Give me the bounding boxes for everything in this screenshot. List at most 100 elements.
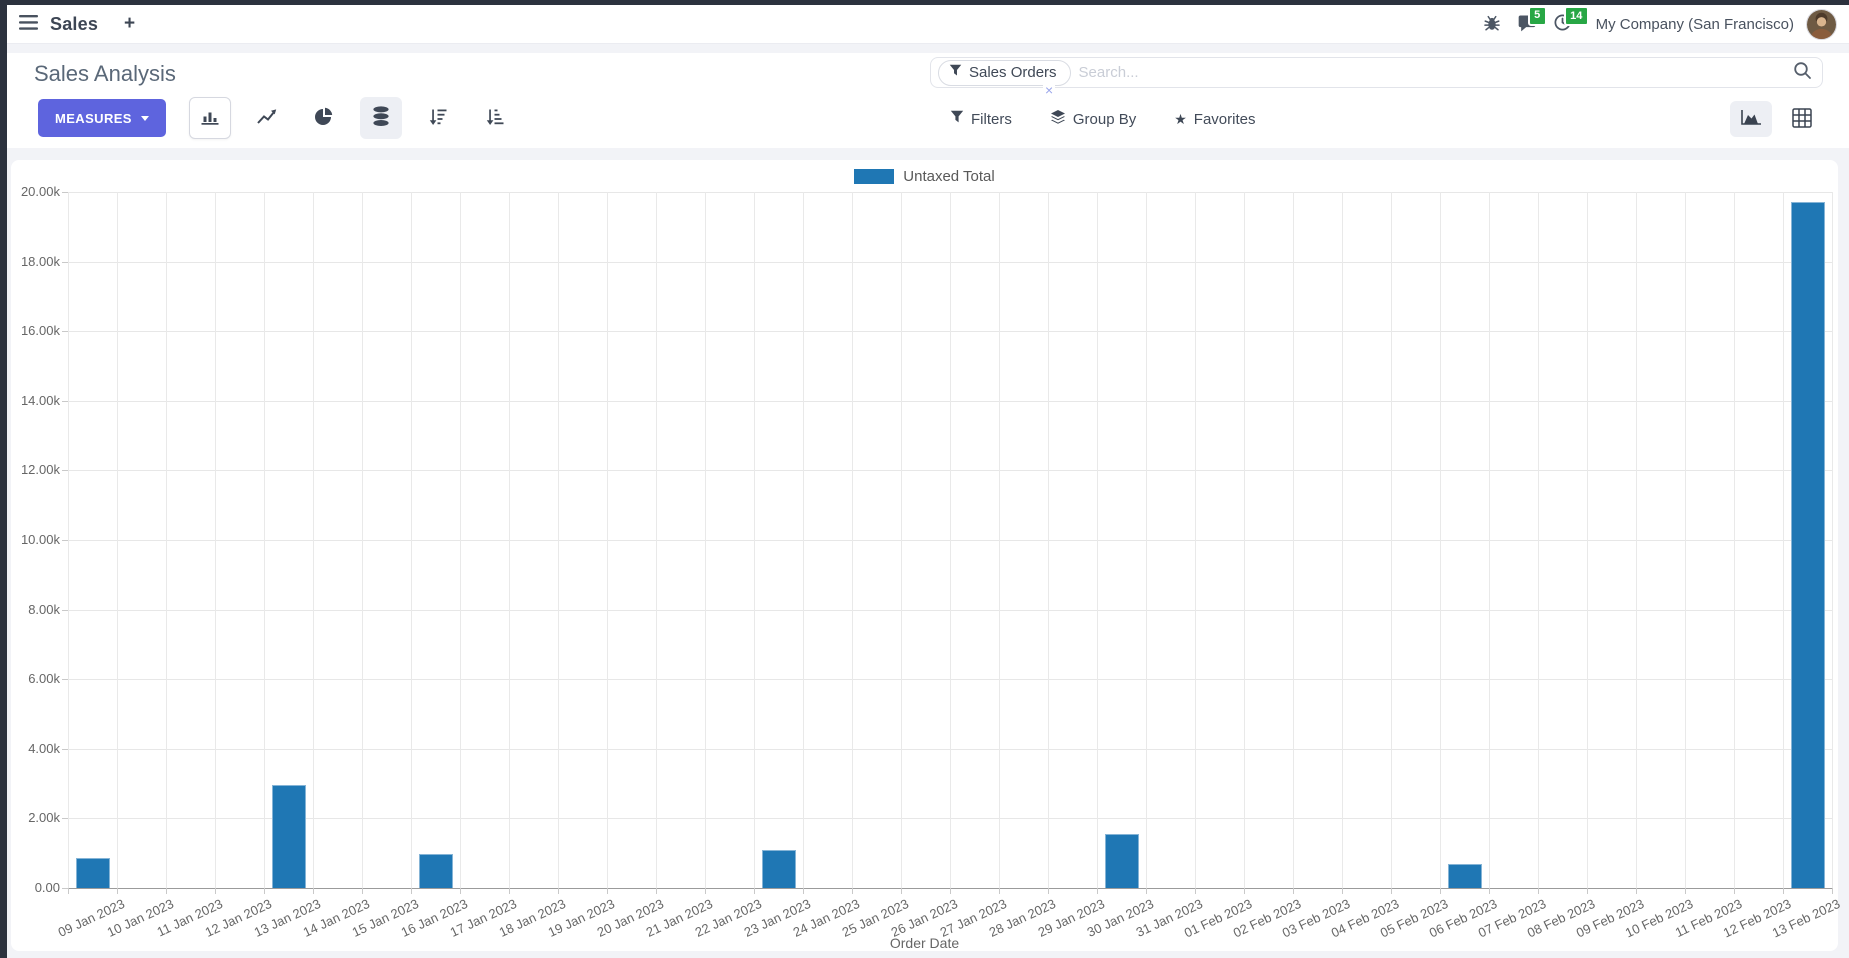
x-tick-mark: [460, 888, 461, 894]
x-tick-mark: [1636, 888, 1637, 894]
top-navbar: Sales + 5 14: [7, 5, 1849, 44]
bar-09-jan-2023[interactable]: [75, 858, 110, 888]
v-gridline: [68, 192, 69, 888]
company-switcher[interactable]: My Company (San Francisco): [1595, 15, 1794, 33]
user-avatar[interactable]: [1806, 8, 1837, 40]
v-gridline: [264, 192, 265, 888]
x-tick-mark: [656, 888, 657, 894]
graph-view-button[interactable]: [1730, 101, 1772, 137]
stacked-toggle-button[interactable]: [359, 97, 402, 139]
bar-16-jan-2023[interactable]: [418, 854, 453, 888]
favorites-button[interactable]: ★ Favorites: [1174, 110, 1255, 129]
y-axis-tick-label: 8.00k: [28, 601, 60, 617]
v-gridline: [313, 192, 314, 888]
v-gridline: [1440, 192, 1441, 888]
y-tick-mark: [62, 818, 68, 820]
x-tick-mark: [950, 888, 951, 894]
messages-button[interactable]: 5: [1517, 5, 1547, 36]
window-frame-left: [0, 0, 7, 958]
x-tick-mark: [1146, 888, 1147, 894]
debug-button[interactable]: [1483, 14, 1501, 35]
sort-ascending-button[interactable]: [474, 97, 516, 139]
v-gridline: [1685, 192, 1686, 888]
x-tick-mark: [264, 888, 265, 894]
v-gridline: [901, 192, 902, 888]
activities-button[interactable]: 14: [1553, 6, 1589, 35]
x-tick-mark: [558, 888, 559, 894]
search-input[interactable]: [1070, 64, 1793, 81]
y-tick-mark: [62, 261, 68, 263]
x-tick-mark: [1293, 888, 1294, 894]
view-toolbar: MEASURES: [38, 97, 516, 139]
area-chart-icon: [1740, 109, 1762, 130]
bar-23-jan-2023[interactable]: [761, 849, 796, 888]
line-chart-icon: [256, 106, 278, 131]
v-gridline: [1195, 192, 1196, 888]
y-tick-mark: [62, 748, 68, 750]
y-axis-tick-label: 12.00k: [20, 462, 60, 478]
v-gridline: [1342, 192, 1343, 888]
x-tick-mark: [362, 888, 363, 894]
group-by-button[interactable]: Group By: [1050, 109, 1136, 129]
y-axis-tick-label: 0.00: [34, 880, 60, 895]
x-tick-mark: [901, 888, 902, 894]
x-tick-mark: [1685, 888, 1686, 894]
x-tick-mark: [1440, 888, 1441, 894]
v-gridline: [1636, 192, 1637, 888]
remove-facet-button[interactable]: ×: [1043, 82, 1056, 98]
y-axis-tick-label: 14.00k: [20, 392, 60, 408]
sort-ascending-icon: [485, 107, 505, 130]
current-app-label[interactable]: Sales: [50, 13, 99, 34]
line-chart-mode-button[interactable]: [246, 97, 288, 139]
x-tick-mark: [1244, 888, 1245, 894]
y-axis-tick-label: 4.00k: [28, 740, 60, 756]
x-tick-mark: [1538, 888, 1539, 894]
v-gridline: [117, 192, 118, 888]
v-gridline: [1489, 192, 1490, 888]
chart-legend[interactable]: Untaxed Total: [11, 168, 1838, 185]
search-facet[interactable]: Sales Orders: [938, 59, 1071, 86]
x-tick-mark: [1097, 888, 1098, 894]
star-icon: ★: [1174, 111, 1187, 127]
v-gridline: [362, 192, 363, 888]
measures-button[interactable]: MEASURES: [38, 99, 166, 137]
bar-chart-icon: [199, 106, 221, 131]
pivot-view-button[interactable]: [1781, 101, 1823, 137]
x-tick-mark: [166, 888, 167, 894]
navbar-right: 5 14 My Company (San Francisco): [1475, 5, 1837, 40]
filters-button[interactable]: Filters: [950, 110, 1012, 129]
favorites-label: Favorites: [1193, 110, 1256, 128]
apps-menu-button[interactable]: [15, 11, 42, 37]
x-tick-mark: [754, 888, 755, 894]
search-bar[interactable]: Sales Orders ×: [930, 57, 1823, 97]
y-tick-mark: [62, 888, 68, 889]
bar-chart-mode-button[interactable]: [188, 97, 231, 139]
v-gridline: [852, 192, 853, 888]
x-tick-mark: [803, 888, 804, 894]
x-tick-mark: [411, 888, 412, 894]
v-gridline: [1146, 192, 1147, 888]
x-tick-mark: [852, 888, 853, 894]
pie-chart-mode-button[interactable]: [303, 97, 345, 139]
bar-13-feb-2023[interactable]: [1790, 202, 1825, 888]
layers-icon: [1050, 109, 1066, 129]
bar-06-feb-2023[interactable]: [1447, 864, 1482, 888]
x-tick-mark: [1734, 888, 1735, 894]
y-axis-tick-label: 6.00k: [28, 671, 60, 687]
view-switcher: [1730, 101, 1823, 137]
x-tick-mark: [1489, 888, 1490, 894]
y-tick-mark: [62, 540, 68, 541]
v-gridline: [1293, 192, 1294, 888]
filters-label: Filters: [971, 110, 1012, 128]
bar-30-jan-2023[interactable]: [1104, 834, 1139, 888]
bar-13-jan-2023[interactable]: [271, 785, 306, 888]
filter-facet-icon: [949, 64, 962, 81]
v-gridline: [705, 192, 706, 888]
new-tab-button[interactable]: +: [124, 13, 136, 34]
y-tick-mark: [62, 470, 68, 472]
bug-icon: [1483, 14, 1501, 35]
search-icon[interactable]: [1793, 61, 1812, 85]
legend-label: Untaxed Total: [903, 168, 995, 185]
sort-descending-icon: [428, 107, 448, 130]
sort-descending-button[interactable]: [417, 97, 459, 139]
